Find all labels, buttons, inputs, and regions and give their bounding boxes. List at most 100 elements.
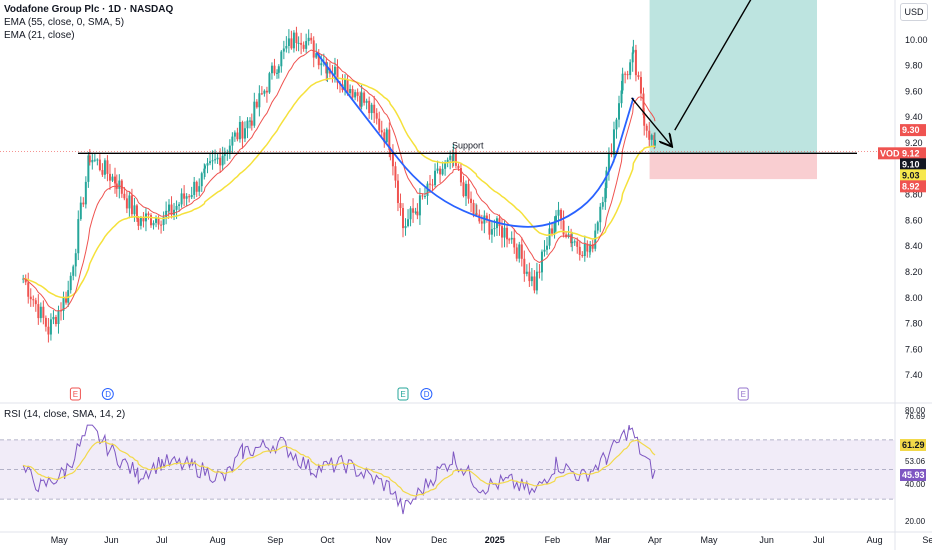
- candle-body: [538, 271, 541, 273]
- rsi-tick-label: 76.69: [905, 412, 926, 421]
- candle-body: [307, 37, 310, 42]
- time-tick-label: Sep: [922, 535, 932, 545]
- candle-body: [24, 278, 27, 283]
- target-zone: [649, 0, 817, 154]
- earnings-marker-label: E: [73, 390, 78, 399]
- candle-body: [152, 222, 155, 226]
- candle-body: [441, 168, 444, 175]
- ema21-legend[interactable]: EMA (21, close): [4, 30, 75, 41]
- candle-body: [72, 266, 75, 276]
- price-tick-label: 7.40: [905, 370, 923, 380]
- candle-body: [302, 44, 305, 49]
- cup-curve: [315, 52, 635, 228]
- candle-body: [551, 228, 554, 234]
- candle-body: [601, 202, 604, 207]
- candle-body: [454, 152, 457, 166]
- dividend-marker: [101, 388, 114, 400]
- candle-body: [626, 74, 629, 76]
- candle-body: [170, 204, 173, 215]
- candle-body: [434, 170, 437, 186]
- candle-body: [429, 183, 431, 185]
- candle-body: [380, 130, 383, 133]
- candle-body: [480, 221, 483, 224]
- candle-body: [49, 319, 52, 335]
- candle-body: [88, 155, 91, 163]
- candle-body: [423, 195, 426, 197]
- rsi-legend[interactable]: RSI (14, close, SMA, 14, 2): [4, 409, 126, 420]
- candle-body: [173, 209, 176, 215]
- candle-body: [44, 317, 47, 327]
- candle-body: [282, 48, 285, 52]
- candle-body: [263, 90, 266, 94]
- candle-body: [557, 209, 560, 216]
- candle-body: [378, 118, 381, 131]
- candle-body: [373, 104, 376, 114]
- candle-body: [87, 155, 90, 182]
- candle-body: [310, 37, 313, 41]
- candle-body: [523, 258, 526, 274]
- candle-body: [599, 206, 602, 223]
- currency-button[interactable]: USD: [900, 3, 928, 21]
- candle-body: [414, 211, 417, 213]
- candle-body: [300, 42, 303, 45]
- candle-body: [548, 228, 551, 246]
- arrow-up: [674, 0, 752, 131]
- candle-body: [351, 88, 354, 98]
- candle-body: [354, 92, 357, 98]
- candle-body: [326, 68, 329, 74]
- candle-body: [402, 208, 404, 229]
- candle-body: [287, 38, 290, 46]
- candle-body: [467, 183, 470, 199]
- dividend-marker-label: D: [424, 390, 430, 399]
- candle-body: [219, 157, 222, 166]
- candle-body: [183, 193, 186, 199]
- candle-body: [490, 229, 493, 235]
- candle-body: [650, 135, 653, 140]
- candle-body: [629, 62, 632, 76]
- candle-body: [221, 155, 224, 166]
- ema55-legend[interactable]: EMA (55, close, 0, SMA, 5): [4, 17, 125, 28]
- candle-body: [103, 160, 106, 175]
- rsi-tick-label: 40.00: [905, 480, 926, 489]
- candle-body: [399, 203, 402, 209]
- candle-body: [101, 170, 104, 175]
- candle-body: [465, 183, 467, 197]
- candle-body: [128, 195, 131, 209]
- price-tag: [900, 180, 926, 193]
- candle-body: [47, 326, 50, 335]
- candle-body: [195, 181, 198, 192]
- candle-body: [246, 120, 249, 129]
- candle-body: [518, 244, 521, 259]
- candle-body: [375, 113, 378, 119]
- candle-body: [446, 159, 449, 164]
- candle-body: [243, 128, 246, 139]
- symbol-tag-label: VOD: [880, 148, 900, 158]
- price-tick-label: 9.60: [905, 86, 923, 96]
- candle-body: [84, 181, 87, 205]
- candle-body: [249, 120, 251, 122]
- candle-body: [93, 159, 96, 161]
- candle-body: [543, 249, 546, 252]
- candle-body: [571, 241, 574, 244]
- candle-body: [618, 103, 620, 120]
- candle-body: [188, 196, 191, 198]
- candle-body: [525, 271, 528, 274]
- candle-body: [360, 92, 363, 107]
- last-price-tag-label: 9.12: [902, 148, 920, 158]
- earnings-marker: [737, 387, 749, 401]
- symbol-title[interactable]: Vodafone Group Plc · 1D · NASDAQ: [4, 4, 174, 15]
- candle-body: [175, 205, 178, 210]
- price-tag-label: 8.92: [902, 181, 920, 191]
- candle-body: [297, 42, 300, 44]
- candle-body: [203, 168, 206, 174]
- candle-body: [241, 121, 244, 139]
- candle-body: [280, 51, 283, 67]
- candle-body: [612, 129, 615, 155]
- candle-body: [69, 275, 72, 291]
- candle-body: [135, 205, 138, 219]
- candle-body: [391, 151, 394, 167]
- candle-body: [508, 239, 511, 241]
- candle-body: [409, 208, 412, 220]
- price-tick-label: 10.00: [905, 35, 928, 45]
